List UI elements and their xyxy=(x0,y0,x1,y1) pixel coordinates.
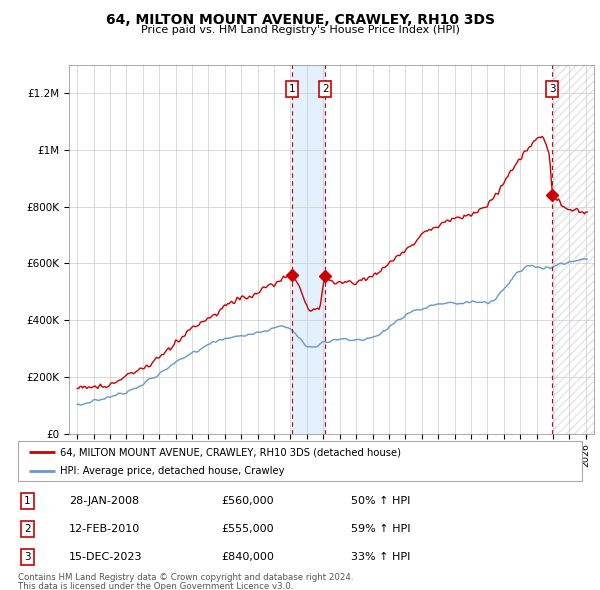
Text: 50% ↑ HPI: 50% ↑ HPI xyxy=(351,496,410,506)
Text: This data is licensed under the Open Government Licence v3.0.: This data is licensed under the Open Gov… xyxy=(18,582,293,590)
Text: HPI: Average price, detached house, Crawley: HPI: Average price, detached house, Craw… xyxy=(60,466,285,476)
Text: £840,000: £840,000 xyxy=(221,552,274,562)
Text: 2: 2 xyxy=(322,84,329,94)
Text: 12-FEB-2010: 12-FEB-2010 xyxy=(69,524,140,534)
Text: 15-DEC-2023: 15-DEC-2023 xyxy=(69,552,142,562)
Text: £555,000: £555,000 xyxy=(221,524,274,534)
Text: 3: 3 xyxy=(549,84,556,94)
Text: 2: 2 xyxy=(24,524,31,534)
Text: Contains HM Land Registry data © Crown copyright and database right 2024.: Contains HM Land Registry data © Crown c… xyxy=(18,573,353,582)
Bar xyxy=(553,65,594,434)
Bar xyxy=(292,65,325,434)
Text: 33% ↑ HPI: 33% ↑ HPI xyxy=(351,552,410,562)
Text: Price paid vs. HM Land Registry's House Price Index (HPI): Price paid vs. HM Land Registry's House … xyxy=(140,25,460,35)
Bar xyxy=(553,65,556,434)
Text: 64, MILTON MOUNT AVENUE, CRAWLEY, RH10 3DS: 64, MILTON MOUNT AVENUE, CRAWLEY, RH10 3… xyxy=(106,13,494,27)
Text: 28-JAN-2008: 28-JAN-2008 xyxy=(69,496,139,506)
Text: 1: 1 xyxy=(24,496,31,506)
Text: 64, MILTON MOUNT AVENUE, CRAWLEY, RH10 3DS (detached house): 64, MILTON MOUNT AVENUE, CRAWLEY, RH10 3… xyxy=(60,447,401,457)
Text: 59% ↑ HPI: 59% ↑ HPI xyxy=(351,524,410,534)
Text: 3: 3 xyxy=(24,552,31,562)
Text: £560,000: £560,000 xyxy=(221,496,274,506)
Text: 1: 1 xyxy=(289,84,295,94)
